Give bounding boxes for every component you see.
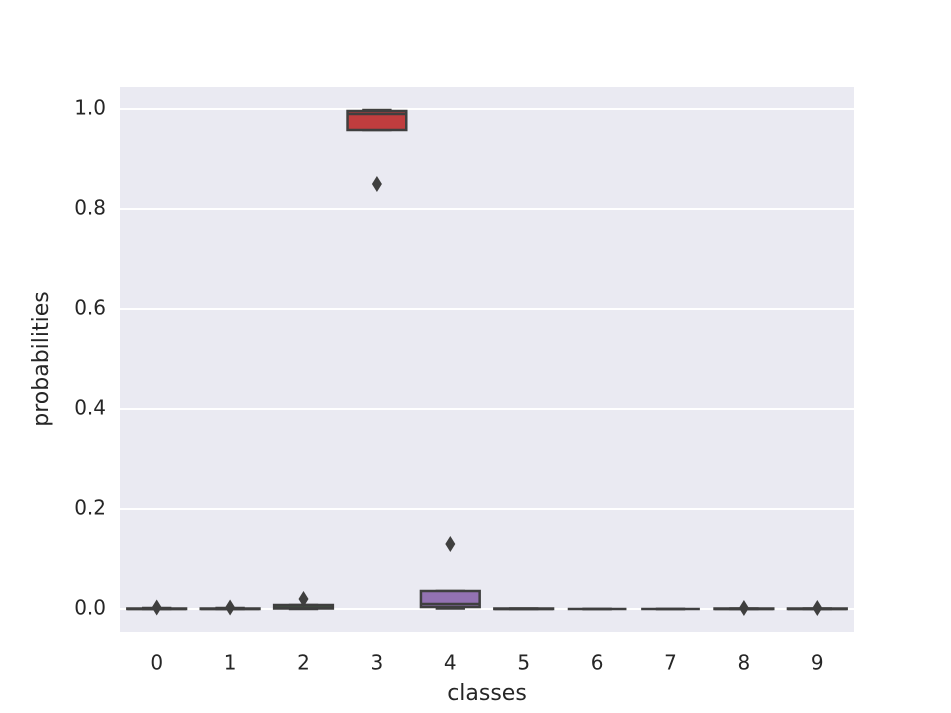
- y-tick-label: 0.4: [74, 396, 106, 420]
- x-tick-label: 2: [297, 651, 310, 675]
- y-tick-label: 0.0: [74, 596, 106, 620]
- x-axis-label: classes: [447, 681, 527, 706]
- y-tick-label: 0.6: [74, 296, 106, 320]
- outlier: [371, 176, 382, 192]
- x-tick-label: 8: [738, 651, 751, 675]
- outlier: [812, 600, 823, 616]
- y-tick-label: 0.8: [74, 196, 106, 220]
- plot-area: [120, 87, 854, 632]
- y-tick-label: 0.2: [74, 496, 106, 520]
- box: [346, 109, 408, 132]
- x-tick-label: 9: [811, 651, 824, 675]
- outlier: [151, 599, 162, 616]
- x-tick-label: 6: [591, 651, 604, 675]
- x-tick-label: 1: [224, 651, 237, 675]
- x-tick-label: 0: [150, 651, 163, 675]
- x-tick-label: 3: [371, 651, 384, 675]
- x-tick-label: 7: [664, 651, 677, 675]
- outlier: [298, 591, 309, 607]
- outlier: [738, 600, 749, 616]
- outlier: [445, 536, 456, 552]
- x-tick-label: 5: [517, 651, 530, 675]
- outlier: [225, 599, 236, 616]
- y-tick-label: 1.0: [74, 96, 106, 120]
- y-axis-label: probabilities: [29, 291, 54, 426]
- x-tick-label: 4: [444, 651, 457, 675]
